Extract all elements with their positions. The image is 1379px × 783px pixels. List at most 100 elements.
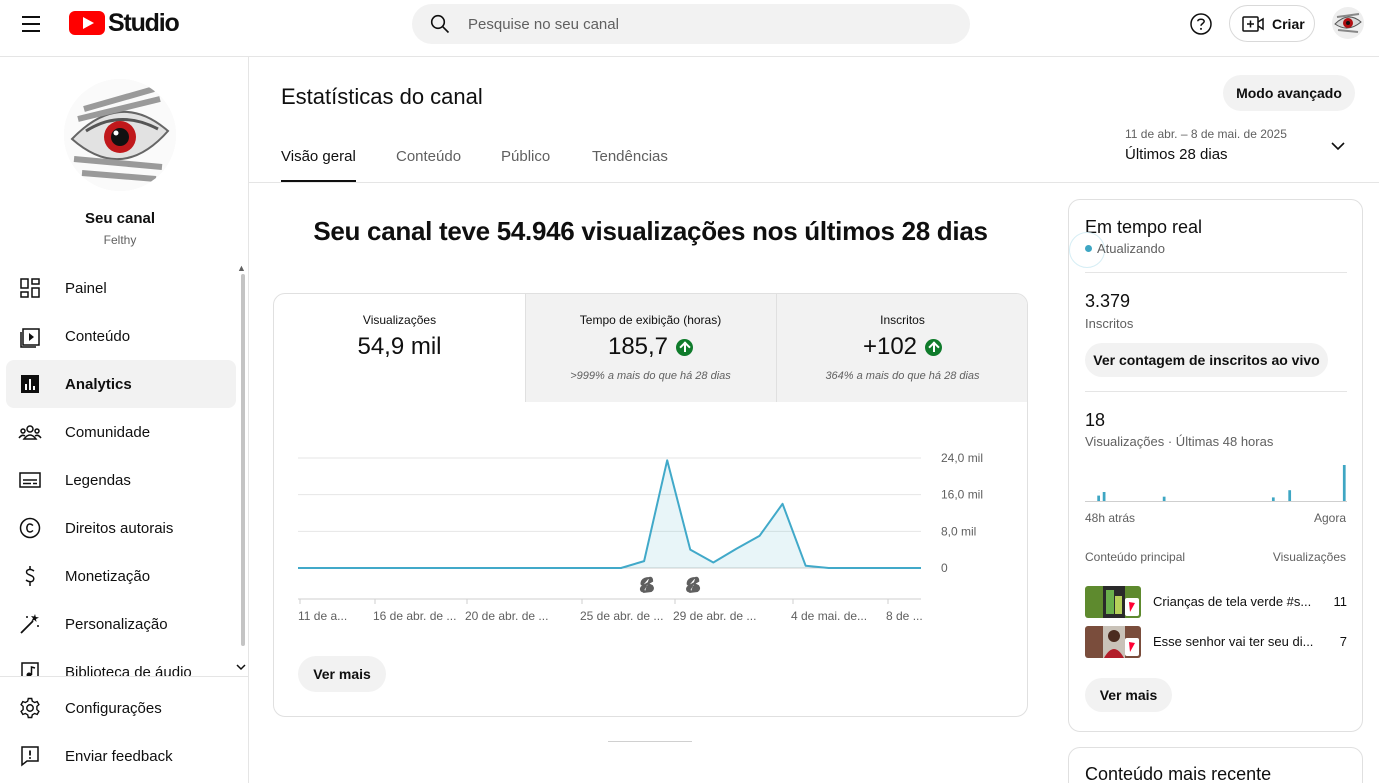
top-content-header: Conteúdo principal xyxy=(1085,550,1186,564)
sidebar-item-legendas[interactable]: Legendas xyxy=(6,456,236,504)
tab-conteudo[interactable]: Conteúdo xyxy=(396,148,462,165)
settings-icon xyxy=(20,697,40,719)
search-icon[interactable] xyxy=(430,14,450,34)
realtime-title: Em tempo real xyxy=(1085,217,1203,237)
sidebar-item-biblioteca-de-audio[interactable]: Biblioteca de áudio xyxy=(6,648,236,676)
sidebar-item-configuracoes[interactable]: Configurações xyxy=(6,684,236,732)
y-tick-label: 24,0 mil xyxy=(941,451,983,465)
metric-views[interactable]: Visualizações 54,9 mil xyxy=(274,294,525,402)
y-tick-label: 8,0 mil xyxy=(941,524,976,538)
sidebar-item-personalizacao[interactable]: Personalização xyxy=(6,600,236,648)
sidebar-item-label: Analytics xyxy=(65,375,132,393)
help-icon[interactable] xyxy=(1188,11,1214,37)
x-tick-label: 25 de abr. de ... xyxy=(580,609,663,622)
content-icon xyxy=(20,328,40,348)
metric-comparison: >999% a mais do que há 28 dias xyxy=(570,370,731,382)
metric-watch-time[interactable]: Tempo de exibição (horas) 185,7 >999% a … xyxy=(525,294,776,402)
tab-publico[interactable]: Público xyxy=(501,148,551,165)
top-content-title: Crianças de tela verde #s... xyxy=(1153,594,1312,609)
tab-tendencias[interactable]: Tendências xyxy=(592,148,668,165)
spark-bar xyxy=(1162,496,1166,501)
sidebar-item-label: Personalização xyxy=(65,615,168,633)
divider xyxy=(1085,272,1347,273)
youtube-studio-logo[interactable]: Studio xyxy=(69,8,180,37)
sidebar-divider xyxy=(0,676,249,677)
see-more-button[interactable]: Ver mais xyxy=(298,656,386,692)
recent-content-title: Conteúdo mais recente xyxy=(1085,764,1272,783)
top-content-row[interactable]: Esse senhor vai ter seu di... 7 xyxy=(1085,626,1347,658)
top-content-views-header: Visualizações xyxy=(1272,550,1346,564)
channel-avatar[interactable] xyxy=(64,79,176,191)
metric-divider xyxy=(525,294,526,402)
advanced-mode-button[interactable]: Modo avançado xyxy=(1223,75,1355,111)
y-tick-label: 16,0 mil xyxy=(941,488,983,502)
sidebar-item-monetizacao[interactable]: Monetização xyxy=(6,552,236,600)
account-avatar[interactable] xyxy=(1332,7,1364,39)
sidebar-item-label: Painel xyxy=(65,279,107,297)
x-tick-label: 11 de a... xyxy=(298,609,347,622)
x-tick-label: 16 de abr. de ... xyxy=(373,609,456,622)
top-content-row[interactable]: Crianças de tela verde #s... 11 xyxy=(1085,586,1347,618)
tab-visao-geral[interactable]: Visão geral xyxy=(281,148,356,165)
metric-divider xyxy=(776,294,777,402)
views-chart[interactable]: 0 8,0 mil 16,0 mil 24,0 mil 11 de a... 16 de … xyxy=(274,402,1027,622)
views-line xyxy=(298,459,921,569)
x-tick-label: 29 de abr. de ... xyxy=(673,609,756,622)
logo-text: Studio xyxy=(108,8,180,37)
analytics-icon xyxy=(21,375,39,393)
date-period-select[interactable]: Últimos 28 dias xyxy=(1125,146,1228,163)
metric-value: +102 xyxy=(776,333,1027,361)
search-input[interactable] xyxy=(468,4,948,44)
spark-bar xyxy=(1097,495,1101,501)
shorts-icon xyxy=(686,576,701,593)
sidebar-item-conteudo[interactable]: Conteúdo xyxy=(6,312,236,360)
copyright-icon xyxy=(19,517,41,539)
date-range-text[interactable]: 11 de abr. – 8 de mai. de 2025 xyxy=(1125,127,1287,141)
metric-comparison: 364% a mais do que há 28 dias xyxy=(825,370,980,382)
channel-handle: Felthy xyxy=(103,233,137,247)
sidebar-scrollbar[interactable] xyxy=(241,274,245,646)
subtitles-icon xyxy=(19,472,41,488)
active-tab-indicator xyxy=(281,180,356,182)
live-subscriber-count-button[interactable]: Ver contagem de inscritos ao vivo xyxy=(1085,343,1328,377)
top-content-views: 11 xyxy=(1333,594,1348,609)
x-tick-label: 20 de abr. de ... xyxy=(465,609,548,622)
x-tick-label: 8 de ... xyxy=(886,609,923,622)
top-content-views: 7 xyxy=(1339,634,1347,649)
sidebar-item-comunidade[interactable]: Comunidade xyxy=(6,408,236,456)
metric-subscribers[interactable]: Inscritos +102 364% a mais do que há 28 … xyxy=(776,294,1027,402)
metric-value-text: 54,9 mil xyxy=(357,333,442,360)
avatar-eye-icon xyxy=(1332,7,1364,39)
dashboard-icon xyxy=(20,278,40,298)
metric-label: Inscritos xyxy=(880,313,925,327)
sidebar-item-enviar-feedback[interactable]: Enviar feedback xyxy=(6,732,236,780)
scroll-up-icon[interactable]: ▲ xyxy=(237,263,246,273)
realtime-status: Atualizando xyxy=(1085,241,1165,256)
sidebar-item-direitos-autorais[interactable]: Direitos autorais xyxy=(6,504,236,552)
views-label: Visualizações · Últimas 48 horas xyxy=(1085,434,1274,449)
channel-eye-icon xyxy=(64,79,176,191)
sidebar-nav: Painel Conteúdo Analytics xyxy=(0,264,240,676)
sidebar-item-painel[interactable]: Painel xyxy=(6,264,236,312)
search-bar[interactable] xyxy=(412,4,970,44)
channel-title: Seu canal xyxy=(84,210,156,227)
divider xyxy=(1085,391,1347,392)
chevron-down-icon[interactable] xyxy=(1330,140,1346,152)
spark-axis-end: Agora xyxy=(1313,511,1346,525)
create-button[interactable]: Criar xyxy=(1229,5,1315,42)
sidebar-item-analytics[interactable]: Analytics xyxy=(6,360,236,408)
metric-value-text: +102 xyxy=(862,333,918,360)
metric-value: 185,7 xyxy=(525,333,776,361)
menu-icon[interactable] xyxy=(12,5,50,43)
scroll-down-icon[interactable] xyxy=(236,663,246,671)
views-count: 18 xyxy=(1085,410,1106,430)
realtime-status-text: Atualizando xyxy=(1097,241,1165,256)
feedback-icon xyxy=(21,746,39,767)
realtime-see-more-button[interactable]: Ver mais xyxy=(1085,678,1172,712)
sidebar-item-label: Legendas xyxy=(65,471,131,489)
sidebar-item-label: Monetização xyxy=(65,567,151,585)
realtime-views-chart[interactable] xyxy=(1085,460,1347,502)
spark-axis-start: 48h atrás xyxy=(1085,511,1136,525)
youtube-play-icon xyxy=(69,11,105,35)
sidebar-item-label: Biblioteca de áudio xyxy=(65,663,192,677)
